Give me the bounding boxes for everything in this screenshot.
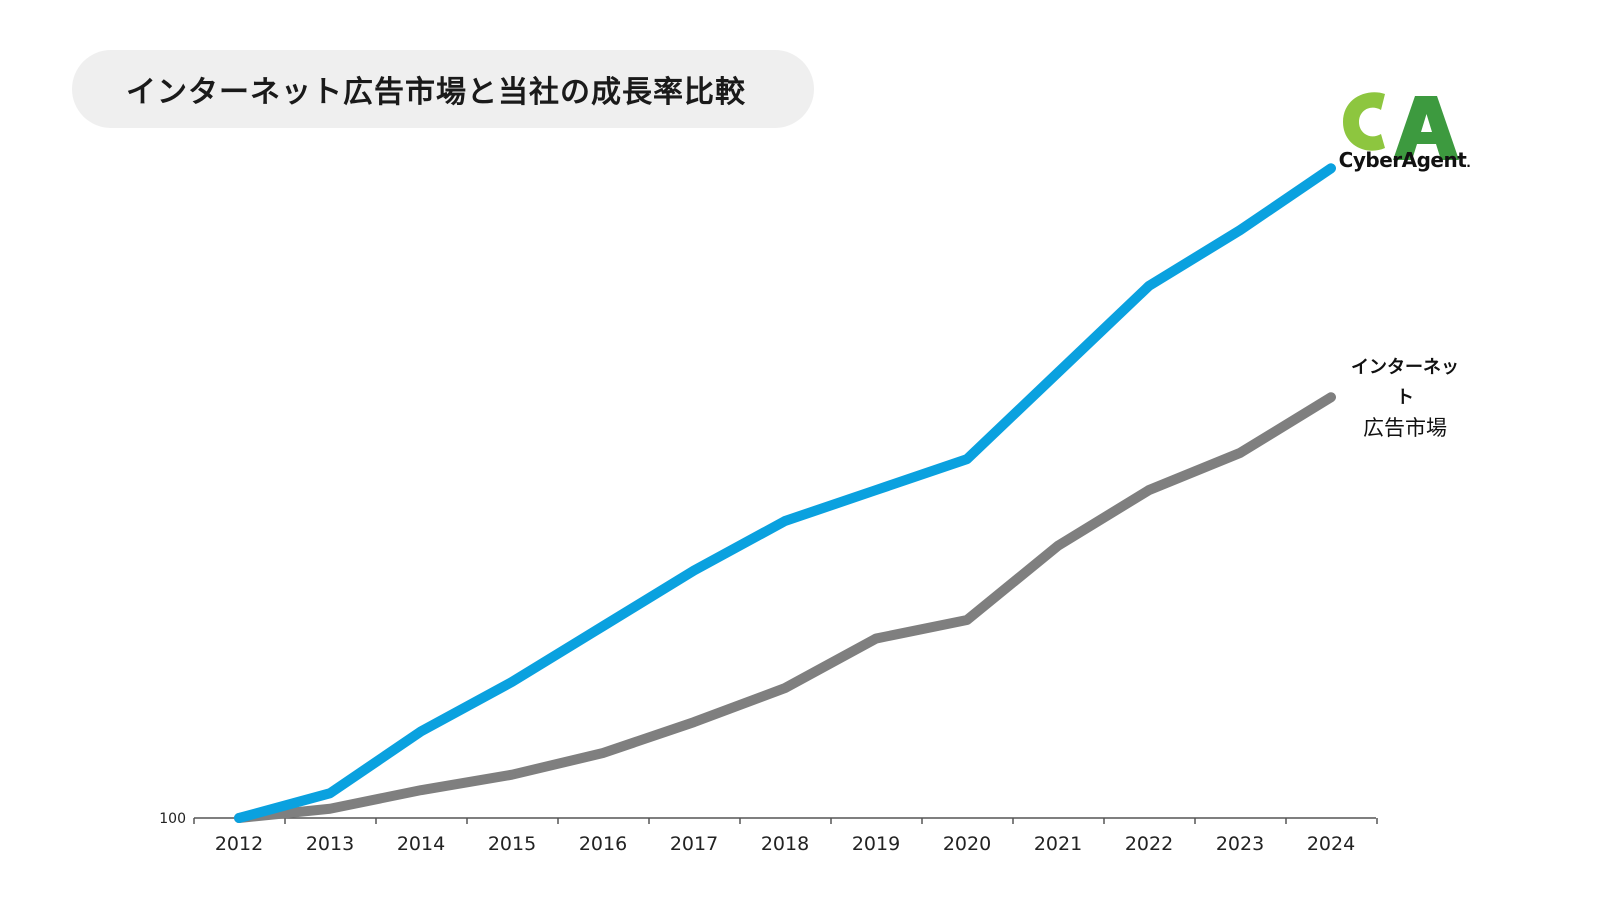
data-point (1327, 393, 1335, 402)
series-layer (234, 163, 1336, 823)
data-point (235, 814, 243, 822)
data-point (690, 566, 698, 575)
x-tick-label: 2024 (1307, 833, 1355, 855)
data-point (508, 677, 516, 686)
cyberagent-logo-icon (1343, 92, 1459, 160)
data-point (326, 789, 334, 798)
x-tick-label: 2013 (306, 833, 354, 855)
data-point (963, 616, 971, 624)
data-point (326, 804, 334, 813)
data-point (1054, 368, 1062, 377)
x-tick-label: 2019 (852, 833, 900, 855)
data-point (417, 727, 425, 736)
x-tick-label: 2017 (670, 833, 718, 855)
x-tick-label: 2021 (1034, 833, 1082, 855)
page-title: インターネット広告市場と当社の成長率比較 (126, 75, 746, 110)
data-point (690, 718, 698, 727)
data-point (1236, 226, 1244, 235)
data-point (508, 770, 516, 779)
market-series-line (234, 392, 1336, 823)
data-point (1327, 164, 1335, 173)
x-axis: 2012 2013 2014 2015 2016 2017 2018 2019 2020 2021… (159, 811, 1378, 855)
data-point (781, 517, 789, 525)
data-point (963, 455, 971, 464)
data-point (599, 749, 607, 758)
x-tick-label: 2016 (579, 833, 627, 855)
data-point (872, 486, 880, 495)
data-point (1054, 541, 1062, 550)
wordmark-mark: . (1466, 156, 1471, 170)
data-point (599, 622, 607, 631)
x-tick-label: 2012 (215, 833, 263, 855)
market-label-line1: インターネット (1351, 357, 1459, 408)
x-tick-label: 2023 (1216, 833, 1264, 855)
data-point (1145, 486, 1153, 495)
wordmark-text: CyberAgent (1338, 148, 1467, 172)
x-tick-label: 2014 (397, 833, 445, 855)
cyberagent-series-line (234, 163, 1336, 823)
data-point (872, 634, 880, 643)
x-tick-label: 2020 (943, 833, 991, 855)
market-label-line2: 広告市場 (1363, 416, 1447, 440)
title-pill: インターネット広告市場と当社の成長率比較 (72, 50, 814, 128)
x-tick-label: 2018 (761, 833, 809, 855)
data-point (1145, 281, 1153, 290)
data-point (1236, 448, 1244, 457)
data-point (781, 684, 789, 693)
data-point (417, 786, 425, 795)
y-tick-label: 100 (159, 811, 186, 827)
x-tick-label: 2015 (488, 833, 536, 855)
x-tick-label: 2022 (1125, 833, 1173, 855)
cyberagent-wordmark: CyberAgent. (1337, 148, 1472, 172)
market-series-label: インターネット 広告市場 (1345, 353, 1465, 443)
